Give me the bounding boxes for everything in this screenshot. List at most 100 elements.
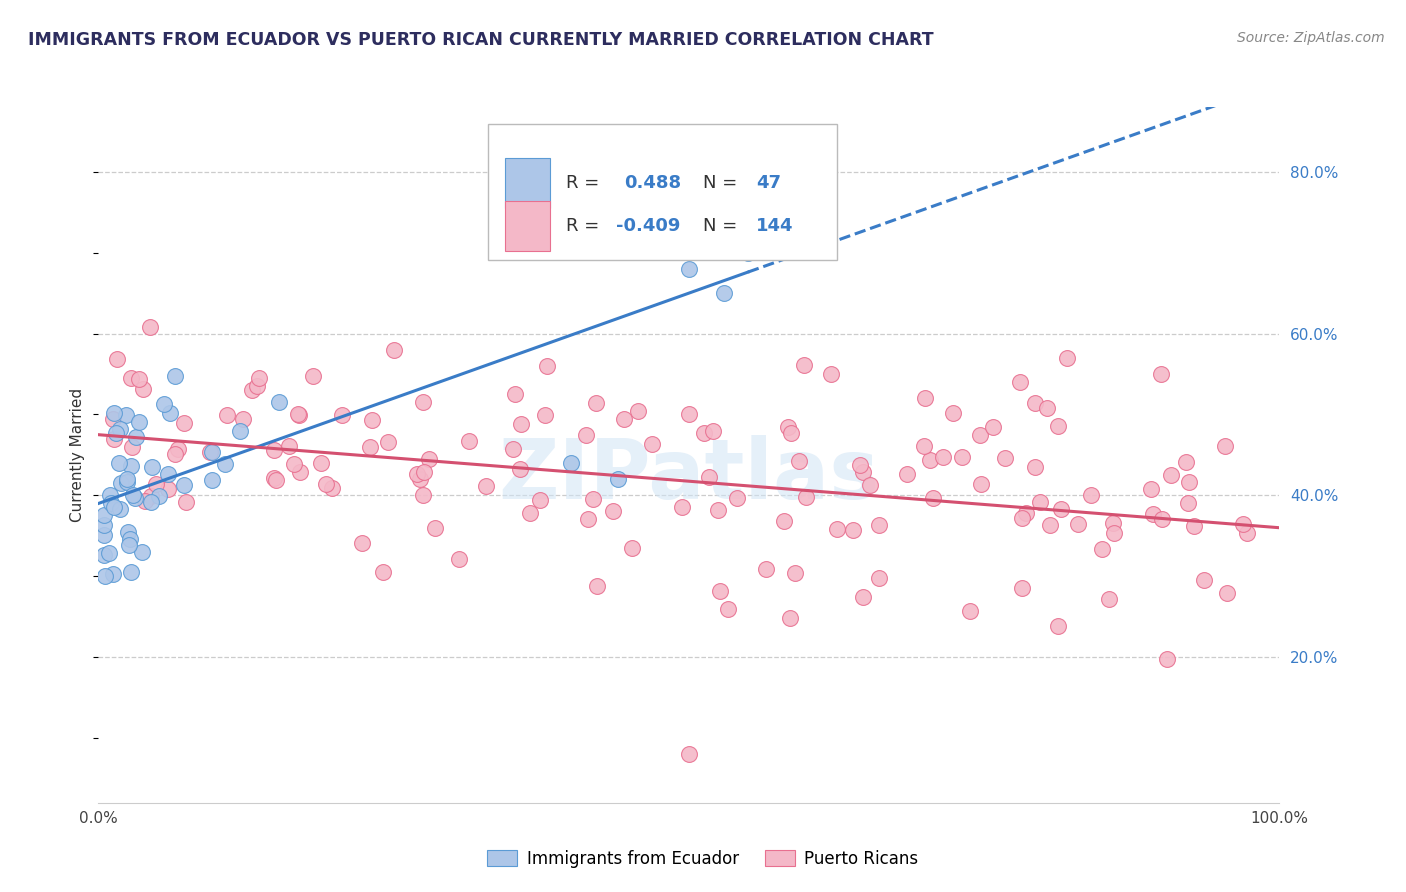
Point xyxy=(671,500,693,514)
Point xyxy=(519,506,541,520)
Point xyxy=(263,443,285,458)
Point xyxy=(201,445,224,459)
Point xyxy=(914,392,936,406)
Point xyxy=(93,508,115,522)
Text: R =: R = xyxy=(567,217,605,235)
Point xyxy=(678,747,700,762)
Point xyxy=(103,567,125,582)
Point xyxy=(283,457,305,471)
Point xyxy=(412,488,434,502)
Point xyxy=(1150,367,1173,381)
Point xyxy=(820,367,842,381)
Point xyxy=(1008,375,1031,389)
Point xyxy=(121,441,143,455)
Point xyxy=(214,458,236,472)
Text: -0.409: -0.409 xyxy=(616,217,681,235)
Point xyxy=(141,460,163,475)
Point xyxy=(536,359,558,373)
Point xyxy=(1047,619,1070,633)
Point xyxy=(100,496,122,510)
FancyBboxPatch shape xyxy=(488,124,837,260)
Point xyxy=(737,245,759,260)
Point xyxy=(1142,507,1164,521)
Point xyxy=(120,532,142,546)
Point xyxy=(134,494,156,508)
Point xyxy=(794,490,817,504)
Text: N =: N = xyxy=(703,217,744,235)
Point xyxy=(128,372,150,386)
Point xyxy=(145,477,167,491)
Point xyxy=(103,500,125,515)
Point xyxy=(585,396,607,410)
Point xyxy=(1098,592,1121,607)
Point xyxy=(776,419,799,434)
Point xyxy=(1029,495,1052,509)
Point xyxy=(247,371,270,385)
Point xyxy=(773,514,796,528)
Point xyxy=(131,545,153,559)
Point xyxy=(1156,651,1178,665)
Point xyxy=(1036,401,1059,415)
Point xyxy=(868,570,890,584)
Point xyxy=(110,502,132,516)
Point xyxy=(1178,475,1201,489)
Y-axis label: Currently Married: Currently Married xyxy=(70,388,86,522)
Point xyxy=(607,472,630,486)
Point xyxy=(1216,585,1239,599)
Point xyxy=(859,477,882,491)
Point xyxy=(1091,542,1114,557)
Point xyxy=(232,412,254,426)
Point xyxy=(789,454,811,468)
Point xyxy=(165,369,187,384)
Point xyxy=(103,432,125,446)
Point xyxy=(117,525,139,540)
Point xyxy=(1152,512,1174,526)
Point xyxy=(1236,526,1258,541)
Point xyxy=(1011,511,1033,525)
Point xyxy=(1232,517,1254,532)
Point xyxy=(93,528,115,542)
Point xyxy=(950,450,973,464)
Point xyxy=(1174,455,1197,469)
Point xyxy=(103,406,125,420)
Point xyxy=(425,521,447,535)
Point xyxy=(842,523,865,537)
Point xyxy=(1024,460,1046,475)
Point xyxy=(717,602,740,616)
Point xyxy=(153,397,176,411)
Text: ZIPatlas: ZIPatlas xyxy=(499,435,879,516)
Point xyxy=(288,408,311,422)
Point xyxy=(942,406,965,420)
Point xyxy=(1056,351,1078,365)
Point xyxy=(1080,488,1102,502)
Text: R =: R = xyxy=(567,174,605,192)
Point xyxy=(93,548,115,562)
Point xyxy=(849,458,872,472)
Point xyxy=(783,566,806,580)
Point xyxy=(1102,525,1125,540)
Point xyxy=(115,471,138,485)
Point xyxy=(166,442,188,456)
Point xyxy=(602,504,624,518)
FancyBboxPatch shape xyxy=(505,158,550,208)
Point xyxy=(176,495,198,509)
Point xyxy=(359,440,381,454)
Point xyxy=(128,415,150,429)
Point xyxy=(173,416,195,430)
Point xyxy=(309,456,332,470)
Point xyxy=(458,434,481,448)
Point xyxy=(1015,506,1038,520)
Point xyxy=(1067,516,1090,531)
Point xyxy=(852,590,875,604)
Point xyxy=(122,488,145,502)
Point xyxy=(693,425,716,440)
Point xyxy=(641,437,664,451)
Point xyxy=(118,538,141,552)
Point xyxy=(509,417,531,432)
Point xyxy=(921,491,943,505)
Point xyxy=(1177,496,1199,510)
Point xyxy=(560,456,582,470)
Point xyxy=(352,536,374,550)
Point xyxy=(447,552,470,566)
Point xyxy=(321,481,343,495)
